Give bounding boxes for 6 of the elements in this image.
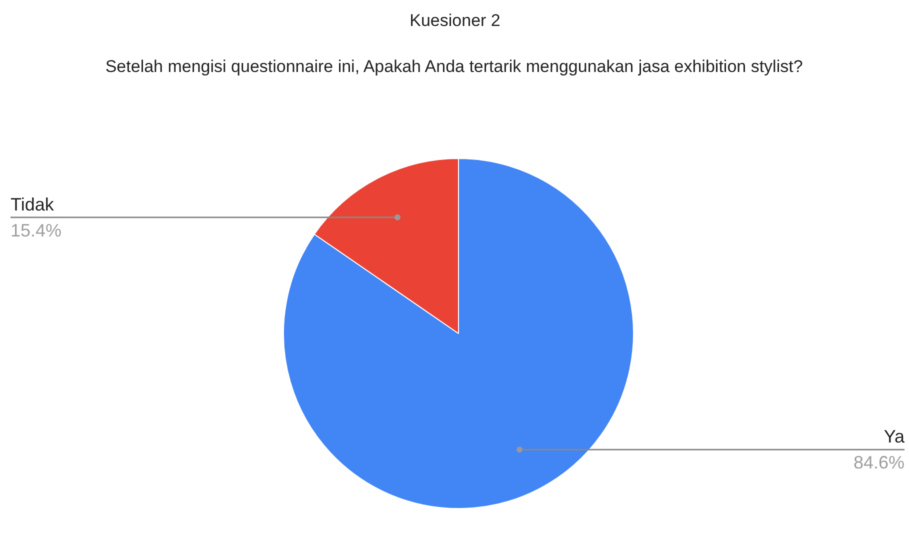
slice-label: Ya [884, 426, 906, 447]
chart-subtitle: Setelah mengisi questionnaire ini, Apakah Anda tertarik menggunakan jasa exhibition stylist? [105, 57, 803, 76]
data-label: 84.6% [853, 452, 905, 473]
chart-title: Kuesioner 2 [410, 11, 500, 30]
data-label: 15.4% [10, 220, 62, 240]
slice-label: Tidak [10, 194, 55, 214]
